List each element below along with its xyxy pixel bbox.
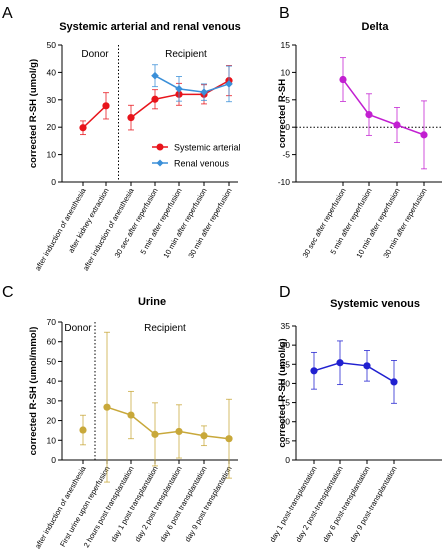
x-tick-label: 30 sec after reperfusion [301,187,348,260]
y-tick-label: 0 [51,455,56,465]
x-tick-label: day 9 post transplantation [183,465,234,544]
y-tick-label: 40 [47,376,57,386]
panel-letter: A [2,5,13,22]
data-point [151,430,159,438]
y-tick-label: 0 [285,455,290,465]
legend: Systemic arterial Renal venous [152,143,241,169]
y-tick-label: 5 [285,436,290,446]
data-point [103,403,111,411]
group-label-donor: Donor [64,323,92,334]
x-tick-label: day 2 post transplantation [133,465,184,544]
series-0 [310,340,398,404]
series-line [342,79,425,136]
y-tick-label: 15 [281,398,291,408]
chart-panel-d: D Systemic venous 0 5 10 15 20 25 30 35 corrected … [268,284,442,544]
y-tick-label: 40 [47,67,57,77]
panel-letter: D [279,284,291,301]
y-axis-label: corrected R-SH [277,79,288,148]
chart-panel-b: B Delta -10 -5 0 5 10 15 corrected R-SH 30 sec af… [277,5,442,260]
chart-panel-a: A Systemic arterial and renal venous 0 10 20… [2,5,241,272]
panel-letter: C [2,284,14,301]
y-tick-label: 35 [281,321,291,331]
y-tick-label: 60 [47,337,57,347]
series-0 [339,57,428,170]
chart-title: Systemic arterial and renal venous [59,21,241,33]
data-point [200,432,208,440]
series-line [106,406,230,440]
data-point [365,110,373,119]
panel-letter: B [279,5,290,22]
x-tick-label: 10 min after reperfusion [161,187,208,260]
y-tick-label: 10 [281,417,291,427]
series-0 [79,331,233,483]
y-tick-label: 50 [47,356,57,366]
data-point [175,427,183,436]
data-point [420,131,428,139]
data-point [393,121,401,129]
data-point [363,362,371,370]
legend-label: Systemic arterial [174,143,241,153]
data-point [151,95,159,103]
data-point [102,102,110,110]
y-tick-label: 20 [281,378,291,388]
chart-title: Systemic venous [330,298,420,310]
y-axis-label: corrected R-SH (umol/mmol) [28,327,39,456]
data-point [339,75,347,84]
y-tick-label: 0 [285,122,290,132]
y-tick-label: 10 [47,435,57,445]
y-tick-label: -10 [278,177,291,187]
chart-title: Delta [362,21,390,33]
y-tick-label: 20 [47,122,57,132]
data-point [225,80,233,88]
data-point [175,85,183,93]
y-tick-label: 25 [281,359,291,369]
data-point [200,88,208,96]
y-tick-label: 0 [51,177,56,187]
y-tick-label: 30 [47,95,57,105]
y-tick-label: 15 [281,40,291,50]
data-point [79,124,87,132]
y-tick-label: 5 [285,95,290,105]
y-tick-label: -5 [282,150,290,160]
x-tick-label: day 6 post-transplantation [321,465,372,544]
series-line [313,361,395,383]
data-point [336,359,344,367]
x-tick-label: day 1 post-transplantation [268,465,319,544]
group-label-recipient: Recipient [165,49,207,60]
x-tick-label: 30 sec after reperfusion [113,187,160,260]
y-tick-label: 20 [47,416,57,426]
group-label-donor: Donor [81,49,109,60]
chart-panel-c: C Urine 0 10 20 30 40 50 60 70 corrected R-SH (umo… [2,284,238,550]
data-point [127,411,135,419]
data-point [390,378,398,386]
y-tick-label: 70 [47,317,57,327]
y-axis-label: corrected R-SH (umol/g) [277,338,288,447]
legend-marker [156,159,164,167]
y-tick-label: 50 [47,40,57,50]
group-label-recipient: Recipient [144,323,186,334]
data-point [127,114,135,122]
data-point [79,426,87,434]
legend-label: Renal venous [174,159,230,169]
data-point [310,367,318,375]
x-tick-label: day 9 post-transplantation [348,465,399,544]
y-tick-label: 10 [47,150,57,160]
y-tick-label: 30 [281,340,291,350]
series-renal-venous [151,64,233,103]
series-line [82,105,107,129]
x-tick-label: 30 min after reperfusion [186,187,233,260]
data-point [151,71,159,80]
y-tick-label: 30 [47,396,57,406]
series-line [154,75,230,93]
chart-title: Urine [138,296,166,308]
y-tick-label: 10 [281,67,291,77]
y-axis-label: corrected R-SH (umol/g) [28,59,39,168]
data-point [225,435,233,443]
legend-marker [156,143,164,151]
x-tick-label: day 6 post transplantation [158,465,209,544]
x-tick-label: day 2 post-transplantation [294,465,345,544]
